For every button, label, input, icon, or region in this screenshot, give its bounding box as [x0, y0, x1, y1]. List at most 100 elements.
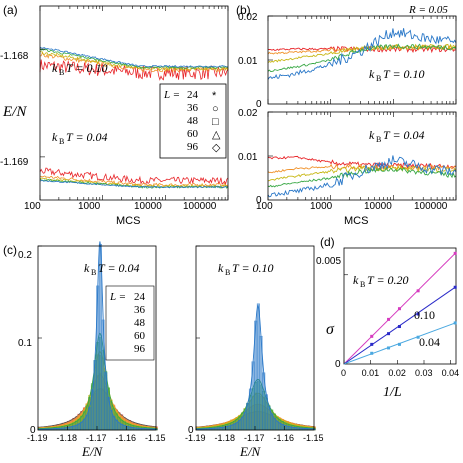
d-xlabel: 1/L [383, 385, 402, 400]
d-point [453, 321, 457, 325]
c-temp-label-1: k B T = 0.04 [84, 261, 140, 277]
a-series-L96-1 [39, 179, 229, 189]
b-series-0-L48 [267, 43, 457, 64]
d-point [370, 342, 374, 346]
legend-c-label-48: 48 [134, 317, 146, 329]
panel-a-frame [39, 5, 229, 201]
panel-c-series [37, 241, 316, 431]
svg-text:T = 0.10: T = 0.10 [232, 261, 274, 275]
panel-b-ticks [267, 15, 457, 200]
b-xtick-2: 1000 [310, 201, 333, 212]
c-hist-bar [117, 422, 121, 431]
panel-c: 0.1 0.2 0 0 -1.19 -1.18 -1.17 -1.16 -1.15 -1… [18, 241, 324, 459]
d-label-010: 0.10 [414, 308, 435, 322]
b-series-1-L96 [267, 155, 457, 198]
panel-b-bottom-frame [267, 111, 457, 201]
c-hist-1-L96 [195, 303, 316, 431]
d-point [416, 335, 420, 339]
svg-text:T = 0.10: T = 0.10 [66, 61, 108, 75]
panel-label-a: (a) [3, 3, 18, 17]
c-xtick-label: -1.16 [116, 433, 137, 443]
d-point [397, 342, 401, 346]
c-hist-bar [233, 423, 236, 431]
svg-text:k: k [84, 261, 90, 275]
c-curve [196, 304, 314, 430]
c-hist-bar [256, 303, 260, 431]
b-temp-label-2: k B T = 0.04 [369, 128, 425, 144]
d-point [387, 332, 391, 336]
legend-a-label-24: 24 [187, 89, 199, 101]
a-temp-label-2: k B T = 0.04 [52, 130, 108, 146]
b-bottom-ytick-1: 0.02 [238, 108, 258, 119]
panel-label-c: (c) [3, 243, 17, 257]
legend-a-marker-60: △ [212, 129, 221, 141]
panel-a-ticks [39, 6, 229, 200]
b-temp-label-1: k B T = 0.10 [369, 67, 425, 83]
panel-label-d: (d) [320, 235, 335, 249]
panel-d-ticks [343, 274, 451, 364]
svg-text:B: B [59, 68, 64, 77]
svg-text:k: k [369, 67, 375, 81]
a-temp-label-1: k B T = 0.10 [52, 61, 108, 77]
c-hist-0-L96 [37, 241, 158, 431]
d-point [397, 325, 401, 329]
d-xtick-label: 0 [341, 368, 346, 378]
c-ytick-1: 0.1 [18, 338, 32, 349]
d-ytick-1: 0 [335, 359, 341, 370]
legend-c-label-36: 36 [134, 304, 146, 316]
d-point [416, 312, 420, 316]
a-ytick-2: -1.169 [0, 157, 29, 168]
c-hist-bar [275, 420, 279, 431]
a-series-L24-1 [39, 167, 229, 186]
c-hist-bar [240, 417, 244, 431]
c-xtick-label: -1.19 [185, 433, 206, 443]
legend-a-marker-24: * [212, 90, 217, 102]
a-xtick-4: 100000 [183, 201, 217, 212]
c-temp-label-2: k B T = 0.10 [218, 261, 274, 277]
a-series-L36-0 [40, 52, 229, 74]
svg-text:B: B [225, 268, 230, 277]
svg-text:k: k [218, 261, 224, 275]
svg-text:B: B [91, 268, 96, 277]
b-R-label: R = 0.05 [408, 4, 448, 16]
legend-a-label-96: 96 [187, 141, 199, 153]
d-point [416, 289, 420, 293]
legend-a-marker-36: ○ [212, 103, 219, 115]
c-ytick-2: 0.2 [18, 250, 32, 261]
svg-text:T = 0.10: T = 0.10 [383, 67, 425, 81]
panel-d-frame [343, 247, 457, 365]
svg-text:k: k [369, 128, 375, 142]
panel-b-top-frame [267, 15, 457, 105]
a-xlabel: MCS [116, 215, 140, 227]
b-bottom-ytick-2: 0.01 [238, 152, 258, 163]
svg-text:B: B [376, 135, 381, 144]
c-xtick-label: -1.15 [303, 433, 324, 443]
d-label-004: 0.04 [419, 335, 440, 349]
b-top-ytick-3: 0 [256, 99, 262, 110]
c-xtick-label: -1.18 [215, 433, 236, 443]
b-xlabel: MCS [344, 215, 368, 227]
d-xtick-label: 0.02 [388, 368, 406, 378]
panel-a: -1.168 -1.169 100 1000 10000 100000 E/N … [0, 5, 229, 227]
c-xtick-label: -1.18 [57, 433, 78, 443]
legend-a-marker-96: ◇ [212, 142, 221, 154]
c-hist-bar [278, 422, 282, 431]
svg-text:k: k [52, 61, 58, 75]
a-ytick-1: -1.168 [0, 51, 29, 62]
panel-label-b: (b) [236, 3, 251, 17]
b-series-1-L60 [267, 167, 457, 188]
legend-c-title: L = [109, 291, 126, 303]
panel-b-series [267, 28, 457, 198]
a-series-L48-0 [39, 50, 229, 72]
legend-a-label-60: 60 [187, 128, 199, 140]
c-curve [38, 241, 156, 430]
legend-a-label-48: 48 [187, 115, 199, 127]
svg-text:B: B [376, 74, 381, 83]
b-top-ytick-1: 0.02 [238, 12, 258, 23]
legend-c-label-60: 60 [134, 330, 146, 342]
c-zero-right: 0 [188, 425, 194, 436]
legend-c-box [105, 285, 155, 361]
c-xtick-label: -1.17 [244, 433, 265, 443]
